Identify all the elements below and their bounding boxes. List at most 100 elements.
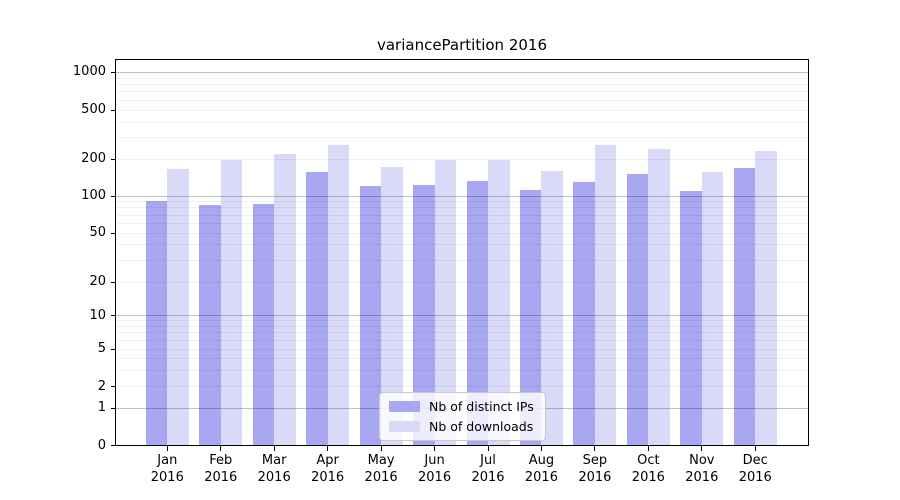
minor-gridline — [115, 369, 809, 371]
legend-item-distinct-ips: Nb of distinct IPs — [389, 399, 536, 414]
bar-nb-of-distinct-ips-jan-2016 — [145, 201, 168, 446]
x-axis-tick — [220, 445, 222, 451]
bar-nb-of-downloads-may-2016 — [381, 166, 403, 446]
x-axis-tick-label: Apr 2016 — [311, 453, 345, 485]
x-axis-tick-label: Mar 2016 — [257, 453, 291, 485]
bar-nb-of-distinct-ips-feb-2016 — [199, 205, 221, 446]
minor-gridline — [115, 158, 809, 160]
minor-gridline — [115, 91, 809, 93]
bar-nb-of-distinct-ips-oct-2016 — [626, 173, 649, 446]
x-axis-tick-label: Jan 2016 — [150, 453, 184, 485]
major-gridline — [115, 195, 809, 197]
minor-gridline — [115, 325, 809, 327]
y-axis-tick — [110, 407, 115, 409]
bar-nb-of-distinct-ips-nov-2016 — [680, 191, 702, 446]
minor-gridline — [115, 281, 809, 283]
y-axis-tick — [110, 445, 115, 446]
minor-gridline — [115, 259, 809, 261]
x-axis-tick — [380, 445, 382, 451]
minor-gridline — [115, 320, 809, 322]
bar-nb-of-distinct-ips-aug-2016 — [519, 189, 542, 446]
x-axis-tick — [487, 445, 489, 451]
x-axis-tick — [166, 445, 168, 451]
y-axis-tick-label: 10 — [89, 307, 106, 323]
x-axis-tick — [594, 445, 596, 451]
y-axis-tick — [110, 281, 115, 283]
bar-nb-of-downloads-aug-2016 — [541, 171, 563, 446]
minor-gridline — [115, 232, 809, 234]
y-axis-tick-label: 0 — [97, 437, 106, 453]
y-axis-tick-label: 100 — [81, 188, 106, 203]
bar-nb-of-downloads-feb-2016 — [220, 160, 243, 446]
bar-nb-of-distinct-ips-mar-2016 — [252, 204, 275, 446]
bar-nb-of-downloads-jan-2016 — [167, 169, 189, 446]
bar-nb-of-downloads-mar-2016 — [274, 153, 296, 446]
minor-gridline — [115, 339, 809, 341]
minor-gridline — [115, 348, 809, 350]
minor-gridline — [115, 214, 809, 216]
major-gridline — [115, 71, 809, 73]
y-axis-tick — [110, 195, 115, 197]
minor-gridline — [115, 386, 809, 388]
legend-swatch-distinct-ips — [389, 400, 420, 412]
minor-gridline — [115, 136, 809, 138]
minor-gridline — [115, 207, 809, 209]
major-gridline — [115, 315, 809, 316]
y-axis-tick-label: 1000 — [72, 64, 106, 80]
x-axis-tick-label: Nov 2016 — [685, 453, 719, 485]
minor-gridline — [115, 77, 809, 79]
bar-nb-of-distinct-ips-dec-2016 — [733, 167, 756, 446]
bar-nb-of-distinct-ips-apr-2016 — [306, 172, 328, 446]
bar-nb-of-distinct-ips-may-2016 — [359, 186, 382, 446]
bar-nb-of-downloads-jun-2016 — [434, 159, 457, 446]
y-axis-tick — [110, 348, 115, 350]
x-axis-tick — [540, 445, 542, 451]
y-axis-tick — [110, 158, 115, 160]
x-axis-tick-label: Aug 2016 — [524, 453, 558, 485]
minor-gridline — [115, 332, 809, 334]
legend-label-distinct-ips: Nb of distinct IPs — [429, 398, 534, 414]
x-axis-tick-label: Sep 2016 — [578, 453, 612, 485]
x-axis-tick — [647, 445, 649, 451]
x-axis-tick — [327, 445, 329, 451]
bar-nb-of-downloads-sep-2016 — [594, 144, 617, 446]
y-axis-tick-label: 500 — [81, 102, 106, 117]
bar-nb-of-distinct-ips-sep-2016 — [573, 182, 595, 446]
x-axis-tick-label: Oct 2016 — [631, 453, 665, 485]
minor-gridline — [115, 109, 809, 111]
x-axis-tick — [434, 445, 436, 451]
x-axis-tick — [754, 445, 756, 451]
minor-gridline — [115, 201, 809, 203]
bar-nb-of-distinct-ips-jul-2016 — [466, 180, 488, 446]
minor-gridline — [115, 357, 809, 359]
x-axis-tick-label: Jun 2016 — [418, 453, 452, 485]
y-axis-tick — [110, 71, 115, 73]
x-axis-tick-label: Feb 2016 — [204, 453, 238, 485]
y-axis-tick — [110, 315, 115, 316]
y-axis-tick-label: 5 — [97, 341, 106, 357]
y-axis-tick-label: 200 — [81, 151, 106, 167]
y-axis-tick-label: 50 — [89, 225, 106, 240]
x-axis-tick — [273, 445, 275, 451]
y-axis-tick — [110, 109, 115, 111]
bar-nb-of-downloads-oct-2016 — [648, 148, 670, 446]
minor-gridline — [115, 121, 809, 123]
legend-item-downloads: Nb of downloads — [389, 419, 536, 434]
minor-gridline — [115, 244, 809, 246]
y-axis-tick — [110, 232, 115, 234]
bar-nb-of-distinct-ips-jun-2016 — [413, 185, 435, 446]
bar-nb-of-downloads-nov-2016 — [701, 172, 724, 446]
minor-gridline — [115, 222, 809, 224]
x-axis-tick-label: Jul 2016 — [471, 453, 505, 485]
legend-swatch-downloads — [389, 420, 420, 432]
legend-label-downloads: Nb of downloads — [429, 418, 534, 434]
minor-gridline — [115, 99, 809, 101]
y-axis-tick-label: 20 — [89, 274, 106, 289]
bar-nb-of-downloads-apr-2016 — [327, 145, 350, 446]
minor-gridline — [115, 83, 809, 85]
x-axis-tick-label: Dec 2016 — [738, 453, 772, 485]
bar-nb-of-downloads-dec-2016 — [755, 150, 777, 446]
chart-title: variancePartition 2016 — [376, 36, 548, 54]
y-axis-tick-label: 2 — [97, 378, 106, 394]
